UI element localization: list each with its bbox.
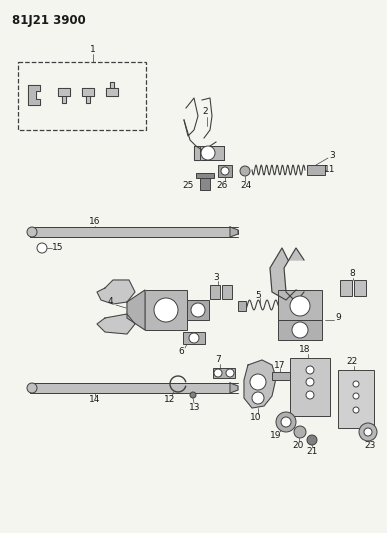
Polygon shape	[127, 290, 145, 330]
Bar	[210, 285, 220, 299]
Text: 20: 20	[292, 440, 304, 449]
Bar	[290, 358, 330, 416]
Polygon shape	[86, 96, 90, 103]
Circle shape	[201, 146, 215, 160]
Polygon shape	[110, 82, 114, 88]
Text: 5: 5	[255, 290, 261, 300]
Bar	[187, 300, 209, 320]
Circle shape	[359, 423, 377, 441]
Circle shape	[290, 296, 310, 316]
Circle shape	[364, 428, 372, 436]
Text: 24: 24	[240, 181, 252, 190]
Bar	[338, 370, 374, 428]
Text: 18: 18	[299, 345, 311, 354]
Bar	[278, 320, 322, 340]
Text: 3: 3	[213, 273, 219, 282]
Polygon shape	[244, 360, 276, 408]
Circle shape	[292, 322, 308, 338]
Bar	[196, 173, 214, 178]
Bar	[307, 165, 325, 175]
Circle shape	[250, 374, 266, 390]
Polygon shape	[62, 96, 66, 103]
Text: 9: 9	[335, 313, 341, 322]
Text: 13: 13	[189, 402, 201, 411]
Polygon shape	[97, 314, 135, 334]
Text: 11: 11	[324, 166, 336, 174]
Text: 2: 2	[202, 108, 208, 117]
Circle shape	[27, 227, 37, 237]
Circle shape	[189, 333, 199, 343]
Bar	[278, 290, 322, 320]
Text: 8: 8	[349, 270, 355, 279]
Circle shape	[226, 369, 234, 377]
Bar	[354, 280, 366, 296]
Text: 10: 10	[250, 414, 262, 423]
Circle shape	[306, 366, 314, 374]
Circle shape	[281, 417, 291, 427]
Circle shape	[306, 391, 314, 399]
Text: 12: 12	[164, 395, 176, 405]
Text: 25: 25	[182, 181, 194, 190]
Polygon shape	[270, 248, 304, 302]
Circle shape	[276, 412, 296, 432]
Polygon shape	[28, 85, 40, 105]
Text: 22: 22	[346, 358, 358, 367]
Text: 7: 7	[215, 356, 221, 365]
Circle shape	[294, 426, 306, 438]
Text: 81J21 3900: 81J21 3900	[12, 14, 86, 27]
Circle shape	[240, 166, 250, 176]
Circle shape	[353, 407, 359, 413]
Text: 21: 21	[307, 448, 318, 456]
Polygon shape	[230, 383, 238, 393]
Bar	[222, 285, 232, 299]
Circle shape	[214, 369, 222, 377]
Bar	[30, 227, 230, 237]
Text: 16: 16	[89, 217, 101, 227]
Circle shape	[27, 383, 37, 393]
Bar	[18, 62, 146, 130]
Text: 19: 19	[270, 432, 282, 440]
Polygon shape	[194, 146, 200, 160]
Bar	[340, 280, 352, 296]
Bar	[145, 290, 187, 330]
Text: 17: 17	[274, 360, 286, 369]
Polygon shape	[106, 88, 118, 96]
Circle shape	[252, 392, 264, 404]
Bar	[183, 332, 205, 344]
Polygon shape	[58, 88, 70, 96]
Bar	[194, 146, 224, 160]
Bar	[238, 301, 246, 311]
Circle shape	[37, 243, 47, 253]
Polygon shape	[82, 88, 94, 96]
Bar	[218, 165, 232, 177]
Text: 14: 14	[89, 395, 101, 405]
Bar	[272, 372, 290, 380]
Circle shape	[353, 393, 359, 399]
Circle shape	[191, 303, 205, 317]
Circle shape	[307, 435, 317, 445]
Text: 15: 15	[52, 244, 64, 253]
Circle shape	[353, 381, 359, 387]
Text: 23: 23	[364, 441, 376, 450]
Circle shape	[190, 392, 196, 398]
Bar	[200, 178, 210, 190]
Circle shape	[306, 378, 314, 386]
Bar	[213, 368, 235, 378]
Text: 26: 26	[216, 181, 228, 190]
Circle shape	[154, 298, 178, 322]
Polygon shape	[97, 280, 135, 304]
Bar	[30, 383, 230, 393]
Text: 3: 3	[329, 150, 335, 159]
Circle shape	[221, 167, 229, 175]
Text: 4: 4	[107, 297, 113, 306]
Text: 6: 6	[178, 348, 184, 357]
Text: 1: 1	[90, 45, 96, 54]
Polygon shape	[230, 227, 238, 237]
